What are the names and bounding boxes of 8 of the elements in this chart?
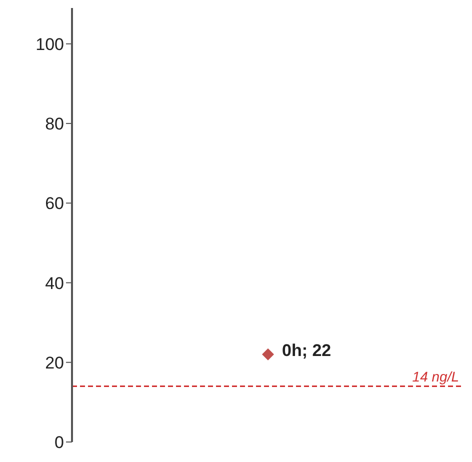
y-tick-label: 40 — [45, 274, 64, 293]
y-tick-label: 60 — [45, 194, 64, 214]
y-tick-label: 100 — [36, 34, 64, 54]
y-tick-label: 0 — [54, 433, 64, 452]
ref-line-label: 14 ng/L — [412, 368, 459, 384]
data-label: 0h; 22 — [282, 340, 332, 360]
y-tick-label: 20 — [45, 353, 64, 372]
y-tick-label: 80 — [45, 114, 64, 134]
